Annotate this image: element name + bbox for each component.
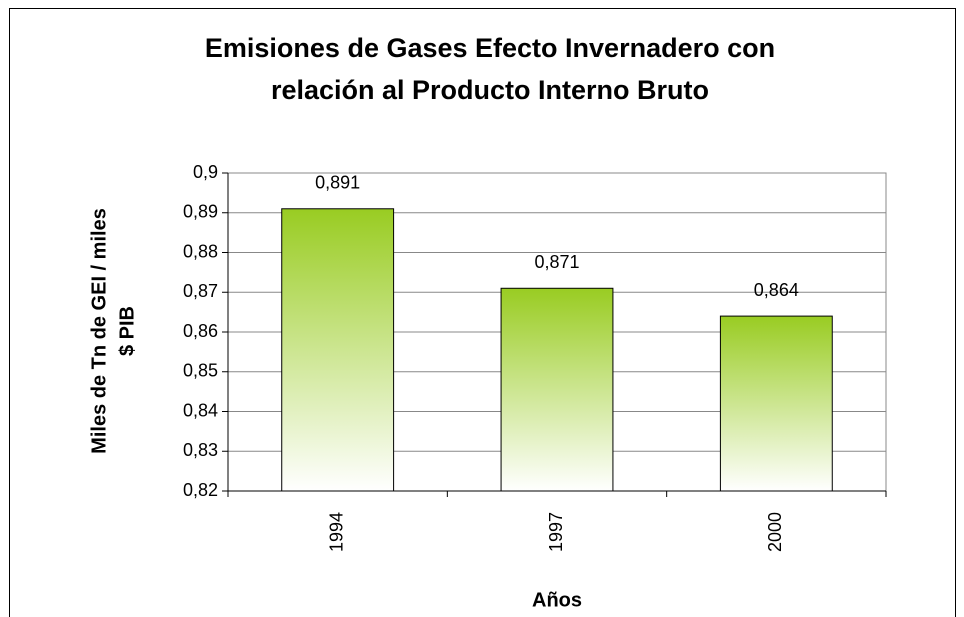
y-axis-title: $ PIB — [116, 306, 138, 356]
x-tick-label: 1994 — [326, 512, 346, 552]
data-label: 0,891 — [315, 173, 360, 193]
y-axis-title: Miles de Tn de GEI / miles — [88, 208, 110, 454]
bar — [500, 287, 614, 492]
data-label: 0,871 — [534, 252, 579, 272]
y-tick-label: 0,82 — [183, 480, 218, 500]
x-tick-label: 1997 — [546, 512, 566, 552]
bar — [281, 208, 395, 492]
y-tick-label: 0,84 — [183, 400, 218, 420]
bar — [719, 315, 833, 492]
y-tick-label: 0,85 — [183, 361, 218, 381]
y-tick-label: 0,86 — [183, 321, 218, 341]
y-tick-label: 0,89 — [183, 202, 218, 222]
y-tick-label: 0,83 — [183, 440, 218, 460]
y-tick-label: 0,9 — [193, 162, 218, 182]
y-tick-label: 0,88 — [183, 241, 218, 261]
chart-title: relación al Producto Interno Bruto — [271, 75, 709, 105]
x-axis-title: Años — [532, 589, 582, 611]
chart-border — [9, 8, 956, 617]
y-tick-label: 0,87 — [183, 281, 218, 301]
data-label: 0,864 — [754, 280, 799, 300]
x-tick-label: 2000 — [765, 512, 785, 552]
chart-title: Emisiones de Gases Efecto Invernadero co… — [205, 33, 775, 63]
